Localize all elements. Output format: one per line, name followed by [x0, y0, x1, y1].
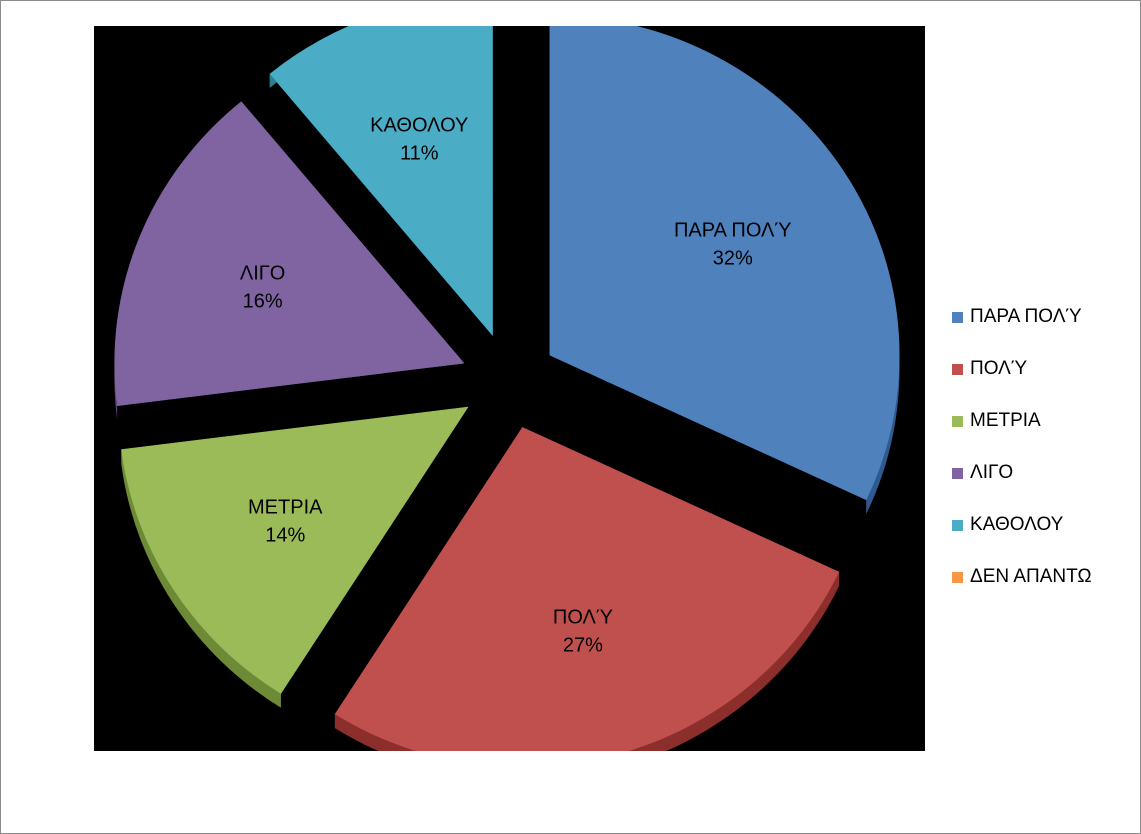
- pie-slice-πολύ: ΠΟΛΎ 27%: [334, 427, 840, 751]
- pie-chart: ΠΑΡΑ ΠΟΛΎ32%ΠΟΛΎ27%ΜΕΤΡΙΑ14%ΛΙΓΟ16%ΚΑΘΟΛ…: [114, 26, 900, 751]
- legend-swatch: [952, 311, 963, 323]
- pie-slice-καθολου: ΚΑΘΟΛΟΥ 11%: [269, 26, 493, 336]
- legend-item-μετρια: ΜΕΤΡΙΑ: [952, 395, 1137, 447]
- pie-slice-top: [121, 406, 469, 694]
- legend-swatch: [952, 571, 963, 583]
- slice-percent-label: 27%: [563, 635, 603, 657]
- legend-label: ΛΙΓΟ: [970, 462, 1014, 483]
- slice-category-label: ΠΟΛΎ: [553, 607, 613, 629]
- legend-item-καθολου: ΚΑΘΟΛΟΥ: [952, 499, 1137, 551]
- pie-slice-top: [114, 101, 465, 406]
- slice-category-label: ΚΑΘΟΛΟΥ: [370, 115, 468, 137]
- legend-label: ΔΕΝ ΑΠΑΝΤΩ: [970, 566, 1092, 587]
- pie-slice-top: [334, 427, 840, 751]
- legend-item-παρα-πολύ: ΠΑΡΑ ΠΟΛΎ: [952, 291, 1137, 343]
- pie-slice-παρα-πολύ: ΠΑΡΑ ΠΟΛΎ 32%: [549, 26, 900, 515]
- legend-swatch: [952, 415, 963, 427]
- legend-label: ΠΑΡΑ ΠΟΛΎ: [970, 306, 1082, 327]
- slice-percent-label: 14%: [265, 525, 305, 547]
- plot-area: ΠΑΡΑ ΠΟΛΎ 32% ΠΟΛΎ 27% ΜΕΤΡΙΑ 14% ΛΙΓΟ 16% ΚΑΘΟΛ…: [94, 26, 925, 751]
- slice-category-label: ΛΙΓΟ: [240, 263, 286, 285]
- slice-percent-label: 16%: [243, 291, 283, 313]
- pie-slice-top: [269, 26, 493, 336]
- slice-percent-label: 32%: [713, 247, 753, 269]
- slice-category-label: ΜΕΤΡΙΑ: [248, 497, 323, 519]
- legend: ΠΑΡΑ ΠΟΛΎ ΠΟΛΎ ΜΕΤΡΙΑ ΛΙΓΟ ΚΑΘΟΛΟΥ ΔΕΝ ΑΠΑΝΤΩ: [952, 291, 1137, 603]
- legend-item-δεν-απαντω: ΔΕΝ ΑΠΑΝΤΩ: [952, 551, 1137, 603]
- pie-slice-μετρια: ΜΕΤΡΙΑ 14%: [121, 406, 469, 708]
- slice-category-label: ΠΑΡΑ ΠΟΛΎ: [674, 219, 792, 241]
- pie-slice-top: [549, 26, 900, 501]
- pie-slice-λιγο: ΛΙΓΟ 16%: [114, 101, 465, 420]
- legend-label: ΠΟΛΎ: [970, 358, 1028, 379]
- legend-swatch: [952, 363, 963, 375]
- legend-label: ΜΕΤΡΙΑ: [970, 410, 1041, 431]
- legend-swatch: [952, 519, 963, 531]
- legend-label: ΚΑΘΟΛΟΥ: [970, 514, 1064, 535]
- legend-item-λιγο: ΛΙΓΟ: [952, 447, 1137, 499]
- legend-swatch: [952, 467, 963, 479]
- legend-item-πολύ: ΠΟΛΎ: [952, 343, 1137, 395]
- slice-percent-label: 11%: [400, 143, 439, 165]
